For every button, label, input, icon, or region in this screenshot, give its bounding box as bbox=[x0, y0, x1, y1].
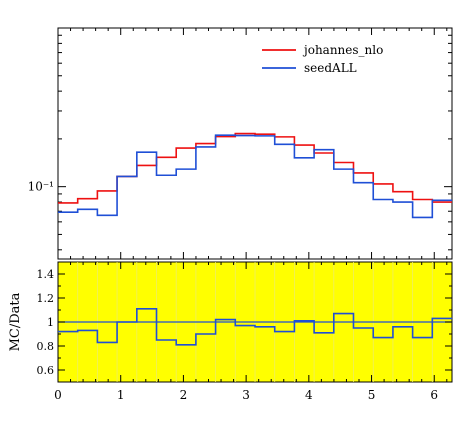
x-tick-label: 4 bbox=[305, 388, 313, 402]
legend-label-1: seedALL bbox=[304, 61, 357, 75]
x-tick-label: 1 bbox=[117, 388, 125, 402]
ratio-y-axis-label: MC/Data bbox=[8, 292, 23, 351]
ratio-y-tick-label: 0.8 bbox=[37, 340, 55, 353]
ratio-y-tick-label: 1.4 bbox=[37, 268, 55, 281]
x-tick-label: 3 bbox=[242, 388, 250, 402]
ratio-y-tick-label: 1 bbox=[47, 316, 54, 329]
legend-label-0: johannes_nlo bbox=[302, 43, 383, 57]
x-tick-label: 6 bbox=[430, 388, 438, 402]
series-seedall-line bbox=[58, 134, 452, 219]
main-plot-frame bbox=[57, 27, 453, 260]
ratio-y-tick-label: 1.2 bbox=[37, 292, 55, 305]
x-tick-label: 5 bbox=[368, 388, 376, 402]
ratio-series-line-0 bbox=[58, 308, 452, 346]
y-tick-label: 10⁻¹ bbox=[28, 180, 54, 194]
x-tick-label: 0 bbox=[54, 388, 62, 402]
ratio-y-tick-label: 0.6 bbox=[37, 364, 55, 377]
x-tick-label: 2 bbox=[180, 388, 188, 402]
